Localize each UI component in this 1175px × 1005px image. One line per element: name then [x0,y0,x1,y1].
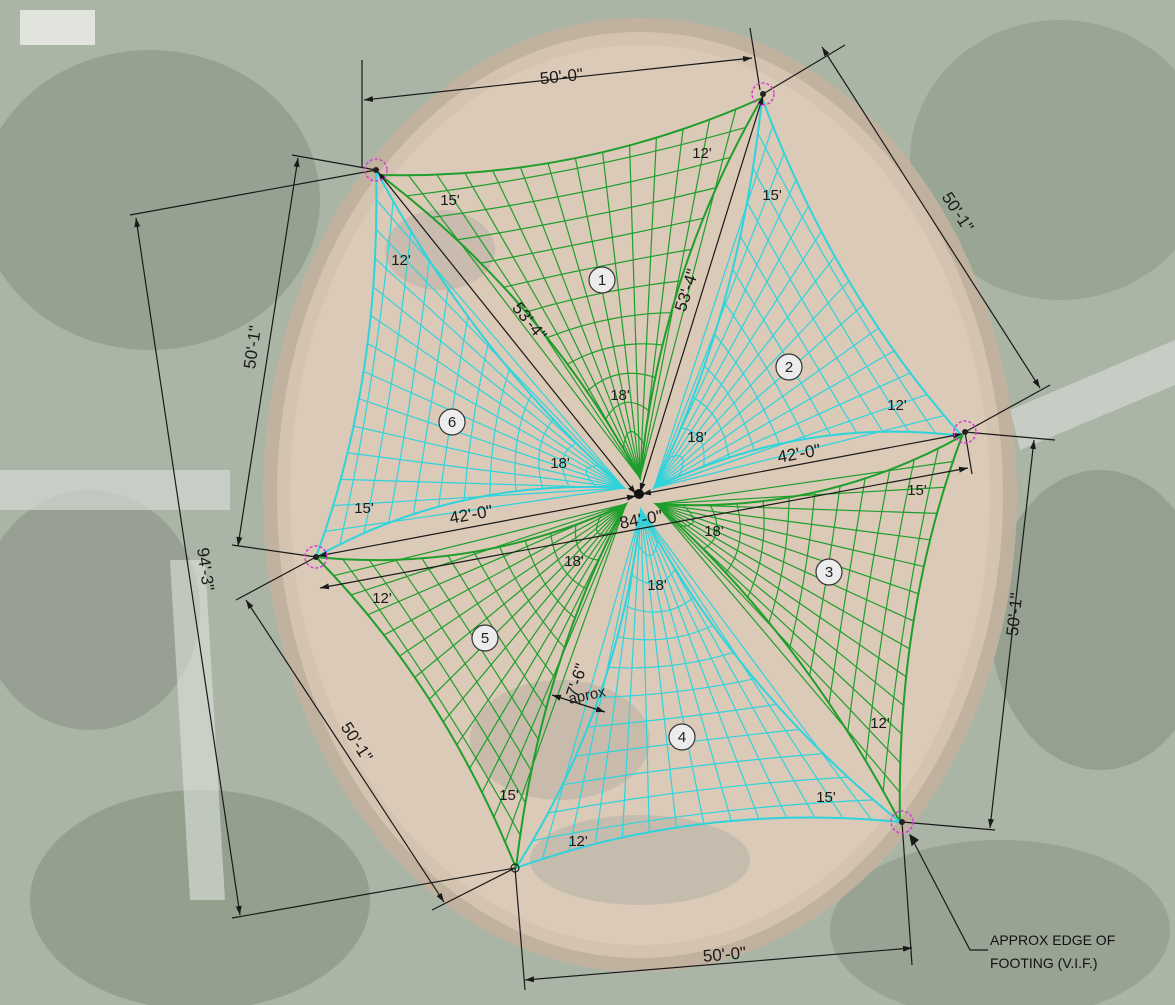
sail-edge-label: 15' [816,789,836,806]
sail-number: 2 [785,359,793,376]
sail-edge-label: 12' [372,590,392,607]
sail-edge-label: 18' [647,577,667,594]
sail-edge-label: 15' [762,187,782,204]
sail-number: 5 [481,630,489,647]
sail-edge-label: 15' [499,787,519,804]
sail-mesh-line [617,624,714,641]
footing-marker [364,158,388,182]
footing-marker [953,420,977,444]
sail-edge-label: 18' [610,387,630,404]
footing-markers [304,82,977,873]
footing-marker [751,82,775,106]
sail-number-badge: 2 [775,353,803,381]
sail-number: 6 [448,414,456,431]
dim-bottom: 50'-0" [702,943,747,966]
sail-mesh-line [598,678,755,699]
sail-number: 4 [678,729,686,746]
sail-mesh-line [587,703,777,728]
footing-callout: APPROX EDGE OF FOOTING (V.I.F.) [990,932,1115,971]
sail-number: 3 [825,564,833,581]
sail-mesh-line [608,651,734,669]
dimension-lines [129,27,1056,991]
sail-edge-label: 12' [692,145,712,162]
sail-edge-label: 18' [550,455,570,472]
sail-number-badge: 4 [668,723,696,751]
sail-edge-label: 15' [354,500,374,517]
sail-edge-label: 18' [704,523,724,540]
sail-number: 1 [598,272,606,289]
sail-mesh-line [368,559,526,804]
sail-edge-label: 18' [564,553,584,570]
sail-number-badge: 6 [438,408,466,436]
footing-marker [890,810,914,834]
sail-edge-label: 15' [440,192,460,209]
sail-number-badge: 5 [471,624,499,652]
dim-top: 50'-0" [539,65,584,88]
sail-edge-label: 12' [568,833,588,850]
sail-number-badge: 3 [815,558,843,586]
footing-marker [304,545,328,569]
callout-line-1: APPROX EDGE OF [990,932,1115,948]
sail-number-badge: 1 [588,266,616,294]
sail-edge-label: 18' [687,429,707,446]
sail-mesh-line [624,597,695,613]
dim-right: 50'-1" [1003,592,1026,637]
sail-mesh-line [548,776,848,814]
sail-mesh-line [746,202,884,433]
sail-mesh-line [532,799,874,842]
sail-labels: 1 15' 12' 18' 2 15' 12' 18' 3 15' 12' 18' 4 15' 12' 18'… [354,145,927,850]
sail-edge-label: 12' [870,715,890,732]
sail-edge-label: 15' [907,482,927,499]
sail-mesh-line [562,752,824,786]
sail-edge-label: 12' [391,252,411,269]
sail-edge-label: 12' [887,397,907,414]
callout-line-2: FOOTING (V.I.F.) [990,955,1098,971]
